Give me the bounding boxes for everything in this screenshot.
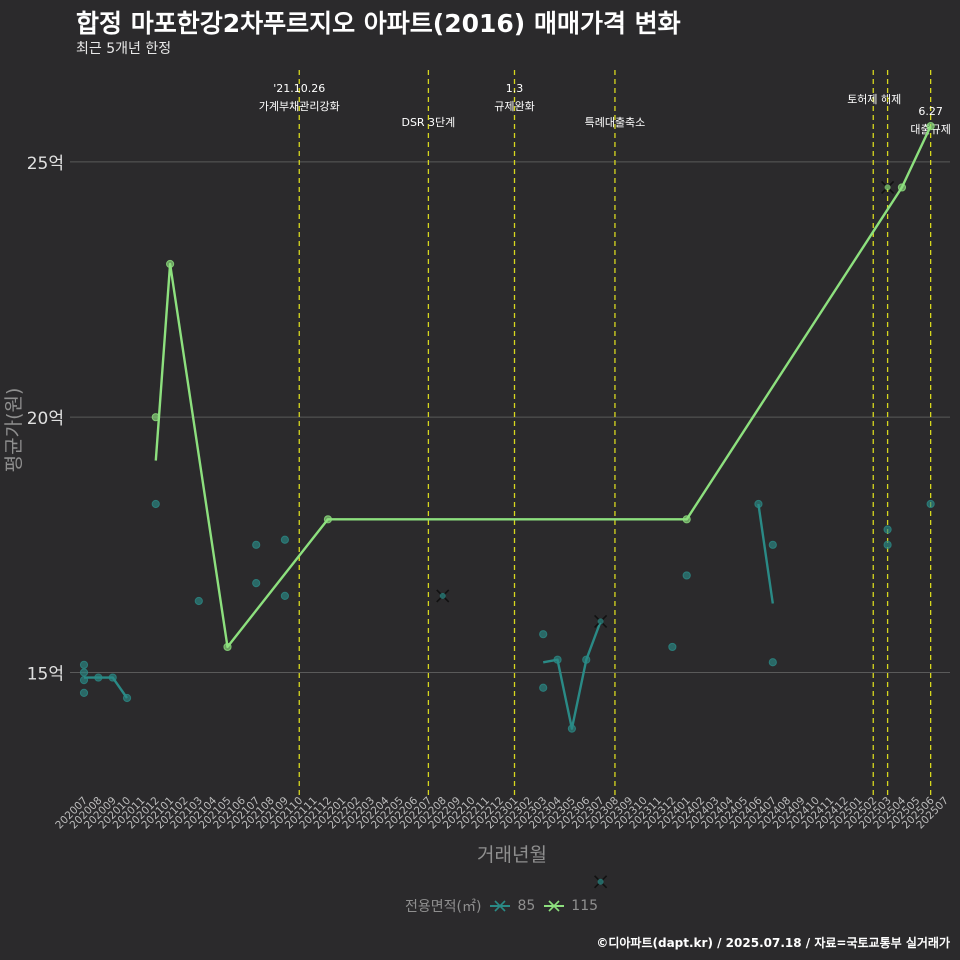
series-85-point <box>883 525 892 534</box>
series-85-point <box>754 499 763 509</box>
series-85-point <box>94 673 103 682</box>
series-85-point <box>280 591 289 600</box>
series-85-point <box>768 540 777 549</box>
legend-label-115: 115 <box>571 898 599 914</box>
series-85-point <box>79 668 89 677</box>
series-85-point <box>108 673 117 682</box>
series-85-point <box>553 655 562 664</box>
series-85-point <box>768 658 777 667</box>
series-85-point <box>539 683 548 692</box>
y-tick-label: 15억 <box>27 664 64 684</box>
series-85-point <box>79 688 89 697</box>
series-115-point <box>897 183 907 192</box>
series-85-point <box>539 630 548 639</box>
series-85-point <box>122 693 132 703</box>
legend-label-85: 85 <box>517 898 536 914</box>
event-label: 6.27대출규제 <box>910 105 950 136</box>
legend-key-85-icon <box>490 900 511 912</box>
series-85-line <box>542 620 602 730</box>
series-85-point <box>79 676 89 685</box>
legend-title: 전용면적(㎡) <box>405 899 482 915</box>
series-85-line <box>757 503 774 604</box>
series-85-line <box>84 676 128 699</box>
event-label: DSR 3단계 <box>401 116 455 129</box>
series-85-point <box>280 535 289 544</box>
series-115-point <box>166 259 175 269</box>
series-85-point <box>668 642 677 652</box>
legend-item-115[interactable]: 115 <box>543 898 598 914</box>
chart-title: 합정 마포한강2차푸르지오 아파트(2016) 매매가격 변화 <box>76 9 681 38</box>
y-tick-label: 25억 <box>27 154 64 174</box>
legend-key-115-icon <box>544 900 565 912</box>
y-axis-title: 평균가(원) <box>3 388 25 473</box>
chart-subtitle: 최근 5개년 한정 <box>76 41 172 57</box>
legend: 전용면적(㎡) 85 115 <box>405 896 598 916</box>
series-85-cancel-mark <box>594 614 608 628</box>
event-label: '21.10.26 가계부채관리강화 <box>259 82 340 113</box>
series <box>79 122 935 889</box>
y-tick-label: 20억 <box>27 409 64 429</box>
series-115-point <box>223 642 232 652</box>
series-85-cancel-mark <box>436 589 450 603</box>
series-85-point <box>151 499 160 509</box>
series-85-point <box>252 579 261 588</box>
gridlines <box>70 161 950 673</box>
series-85-cancel-mark <box>594 875 608 889</box>
series-85-point <box>79 660 89 669</box>
series-85-point <box>252 540 261 549</box>
x-axis-title: 거래년월 <box>477 844 547 866</box>
series-85-point <box>883 540 892 549</box>
series-115-point <box>682 515 691 524</box>
series-115-point <box>926 122 935 131</box>
series-85-point <box>926 499 935 509</box>
legend-item-85[interactable]: 85 <box>489 898 535 914</box>
series-85-point <box>682 571 691 580</box>
series-115-point <box>323 515 333 524</box>
event-label: 특례대출축소 <box>585 116 646 129</box>
event-label: 1.3 규제완화 <box>494 82 534 113</box>
series-85-point <box>194 596 203 606</box>
source-caption: ©디아파트(dapt.kr) / 2025.07.18 / 자료=국토교통부 실… <box>596 936 950 950</box>
series-115-cancel-mark <box>881 180 895 194</box>
series-85-point <box>567 724 577 733</box>
x-axis-ticks: 2020072020082020092020102020112020122021… <box>53 794 951 831</box>
series-115-line <box>154 125 932 649</box>
y-axis-ticks: 15억 20억 25억 <box>27 154 64 685</box>
event-label: 토허제 해제 <box>847 92 901 106</box>
series-115-point <box>151 413 160 422</box>
series-85-point <box>582 655 591 664</box>
